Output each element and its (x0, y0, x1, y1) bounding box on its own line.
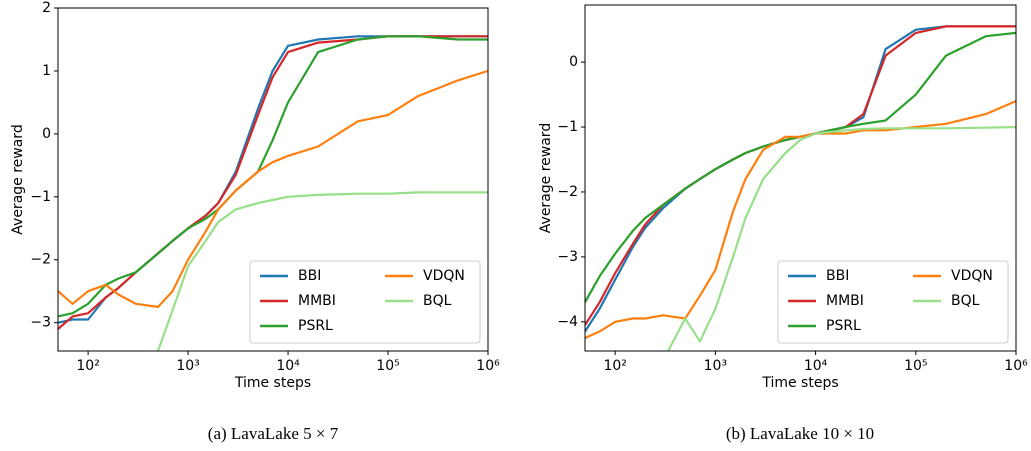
subplot: 10² 10³ 10⁴ 10⁵ 10⁶ −3 −2 −1 0 1 2 Time steps Averag… (10, 0, 500, 443)
series-line (58, 69, 488, 308)
legend-label: MMBI (826, 293, 864, 309)
plot-area (58, 35, 488, 351)
x-tick-label: 10⁴ (804, 358, 828, 374)
series-line (585, 31, 1016, 303)
legend-label: BBI (298, 268, 321, 284)
x-tick-label: 10³ (176, 358, 199, 374)
legend-label: PSRL (826, 318, 861, 334)
y-tick-label: −4 (557, 314, 578, 330)
y-tick-label: −2 (30, 252, 51, 268)
legend-label: BBI (826, 268, 849, 284)
legend-box (777, 260, 1009, 344)
legend-label: MMBI (298, 293, 336, 309)
y-tick-label: −2 (557, 184, 578, 200)
y-tick-label: 0 (569, 54, 578, 70)
legend: BBI MMBI PSRL VDQN BQL (777, 260, 1009, 344)
legend-box (249, 260, 481, 344)
axes-frame (57, 7, 489, 352)
x-axis-label: Time steps (234, 375, 311, 391)
x-tick-label: 10⁴ (276, 358, 300, 374)
y-tick-label: −3 (30, 315, 51, 331)
plot-area (585, 25, 1016, 351)
y-axis-label: Average reward (10, 124, 26, 234)
legend-label: BQL (423, 293, 452, 309)
x-tick-label: 10³ (704, 358, 727, 374)
x-tick-label: 10⁵ (904, 358, 927, 374)
y-tick-label: −1 (557, 119, 578, 135)
legend-label: VDQN (951, 268, 993, 284)
y-tick-label: 0 (42, 126, 51, 142)
x-axis-label: Time steps (761, 375, 838, 391)
series-line (666, 125, 1016, 351)
x-tick-label: 10² (76, 358, 99, 374)
x-tick-label: 10² (603, 358, 626, 374)
axes-frame (584, 4, 1017, 352)
legend-label: PSRL (298, 318, 333, 334)
y-tick-label: −3 (557, 249, 578, 265)
legend-label: VDQN (423, 268, 465, 284)
x-tick-label: 10⁵ (376, 358, 399, 374)
caption: (a) LavaLake 5 × 7 (208, 424, 339, 443)
subplot: 10² 10³ 10⁴ 10⁵ 10⁶ −4 −3 −2 −1 0 Time steps Averag… (538, 4, 1028, 443)
x-tick-label: 10⁶ (476, 358, 500, 374)
legend-label: BQL (951, 293, 980, 309)
y-tick-label: 1 (42, 63, 51, 79)
legend: BBI MMBI PSRL VDQN BQL (249, 260, 481, 344)
y-tick-label: 2 (42, 0, 51, 16)
series-line (156, 191, 488, 351)
y-tick-label: −1 (30, 189, 51, 205)
y-axis-label: Average reward (538, 123, 554, 233)
x-tick-label: 10⁶ (1004, 358, 1028, 374)
caption: (b) LavaLake 10 × 10 (726, 424, 874, 443)
